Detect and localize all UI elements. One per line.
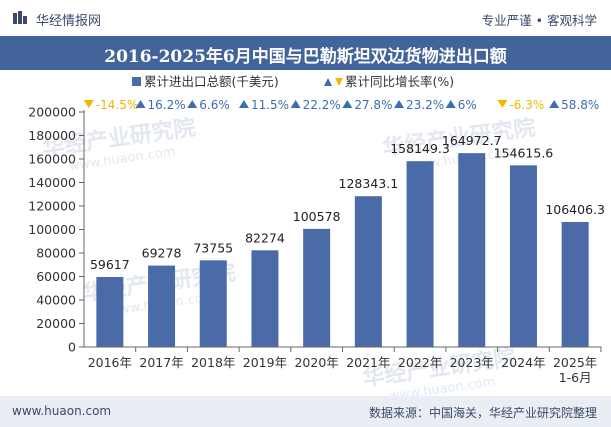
chart-svg: 华经产业研究院www.huaon.com华经产业研究院www.huaon.com… — [28, 74, 605, 396]
bar — [199, 260, 227, 347]
bar-value-label: 158149.3 — [390, 141, 450, 156]
bar-value-label: 82274 — [245, 230, 285, 245]
growth-up-arrow-icon — [135, 100, 146, 108]
growth-up-arrow-icon — [290, 100, 301, 108]
growth-down-arrow-icon — [497, 100, 508, 108]
legend: 累计进出口总额(千美元) 累计同比增长率(%) — [132, 74, 454, 89]
y-tick-label: 20000 — [36, 316, 76, 331]
bar — [509, 165, 537, 347]
y-tick-label: 80000 — [36, 246, 76, 261]
y-axis: 0 20000 40000 60000 80000 100000 120000 140000 1… — [28, 105, 85, 355]
growth-up-arrow-icon — [445, 100, 456, 108]
growth-up-arrow-icon — [342, 100, 353, 108]
x-tick-label: 2016年 — [88, 355, 132, 370]
bar — [561, 221, 589, 347]
tagline: 专业严谨 • 客观科学 — [481, 13, 597, 28]
x-tick-label: 2025年 1-6月 — [553, 355, 597, 385]
growth-up-arrow-icon — [187, 100, 198, 108]
bar — [354, 196, 382, 347]
legend-down-arrow-icon — [335, 78, 343, 86]
top-bar: 华经情报网 专业严谨 • 客观科学 — [0, 0, 611, 36]
y-tick-label: 140000 — [28, 175, 76, 190]
bar — [303, 228, 331, 347]
footer-source: 数据来源：中国海关，华经产业研究院整理 — [368, 406, 597, 420]
bar — [458, 153, 486, 347]
bar-value-label: 69278 — [142, 246, 182, 261]
growth-up-arrow-icon — [549, 100, 560, 108]
growth-rate-label: 23.2% — [406, 98, 444, 112]
chart-title: 2016-2025年6月中国与巴勒斯坦双边货物进出口额 — [104, 47, 507, 67]
bar — [406, 161, 434, 347]
growth-down-arrow-icon — [83, 100, 94, 108]
legend-swatch-bar — [132, 77, 141, 86]
growth-rate-label: 58.8% — [561, 98, 599, 112]
y-tick-label: 0 — [68, 340, 76, 355]
bar-value-labels: 59617 69278 73755 82274 100578 128343.1 158149… — [90, 133, 605, 272]
bar — [96, 276, 124, 347]
growth-rate-label: 11.5% — [251, 98, 289, 112]
huajing-logo-icon — [13, 11, 27, 24]
y-tick-label: 60000 — [36, 269, 76, 284]
x-tick-label: 2023年 — [450, 355, 494, 370]
y-tick-label: 200000 — [28, 105, 76, 120]
x-tick-label: 2024年 — [501, 355, 545, 370]
bar-value-label: 154615.6 — [494, 145, 554, 160]
growth-rate-row: -14.5% 16.2% 6.6% 11.5% 22.2% 27.8% 23.2% 6% -6.… — [83, 98, 599, 112]
x-tick-label: 2022年 — [398, 355, 442, 370]
y-tick-label: 180000 — [28, 128, 76, 143]
x-tick-label: 2017年 — [139, 355, 183, 370]
legend-label-total: 累计进出口总额(千美元) — [144, 74, 279, 89]
bar-value-label: 73755 — [193, 240, 233, 255]
x-tick-label: 2020年 — [294, 355, 338, 370]
growth-rate-label: 6.6% — [199, 98, 230, 112]
growth-up-arrow-icon — [238, 100, 249, 108]
title-bar: 2016-2025年6月中国与巴勒斯坦双边货物进出口额 — [0, 36, 611, 70]
bar — [251, 250, 279, 347]
bar-series — [96, 153, 589, 347]
x-tick-label: 2019年 — [243, 355, 287, 370]
bar-value-label: 59617 — [90, 257, 130, 272]
growth-rate-label: -14.5% — [96, 98, 138, 112]
y-tick-label: 40000 — [36, 293, 76, 308]
growth-rate-label: 22.2% — [303, 98, 341, 112]
x-tick-label: 2021年 — [346, 355, 390, 370]
bar-value-label: 100578 — [293, 209, 341, 224]
bar-value-label: 106406.3 — [545, 202, 605, 217]
growth-up-arrow-icon — [394, 100, 405, 108]
growth-rate-label: -6.3% — [509, 98, 544, 112]
bar — [148, 265, 176, 347]
growth-rate-label: 6% — [458, 98, 477, 112]
x-tick-label: 2018年 — [191, 355, 235, 370]
legend-label-growth: 累计同比增长率(%) — [345, 74, 454, 89]
bar-value-label: 164972.7 — [442, 133, 502, 148]
footer-website: www.huaon.com — [12, 404, 112, 418]
y-tick-label: 160000 — [28, 152, 76, 167]
y-tick-label: 120000 — [28, 199, 76, 214]
y-tick-label: 100000 — [28, 222, 76, 237]
growth-rate-label: 27.8% — [354, 98, 392, 112]
brand-name: 华经情报网 — [36, 14, 102, 29]
growth-rate-label: 16.2% — [148, 98, 186, 112]
x-axis: 2016年 2017年 2018年 2019年 2020年 2021年 2022年 2023年… — [84, 346, 602, 385]
legend-up-arrow-icon — [324, 78, 332, 86]
footer: www.huaon.com 数据来源：中国海关，华经产业研究院整理 — [0, 396, 611, 427]
bar-value-label: 128343.1 — [339, 176, 399, 191]
